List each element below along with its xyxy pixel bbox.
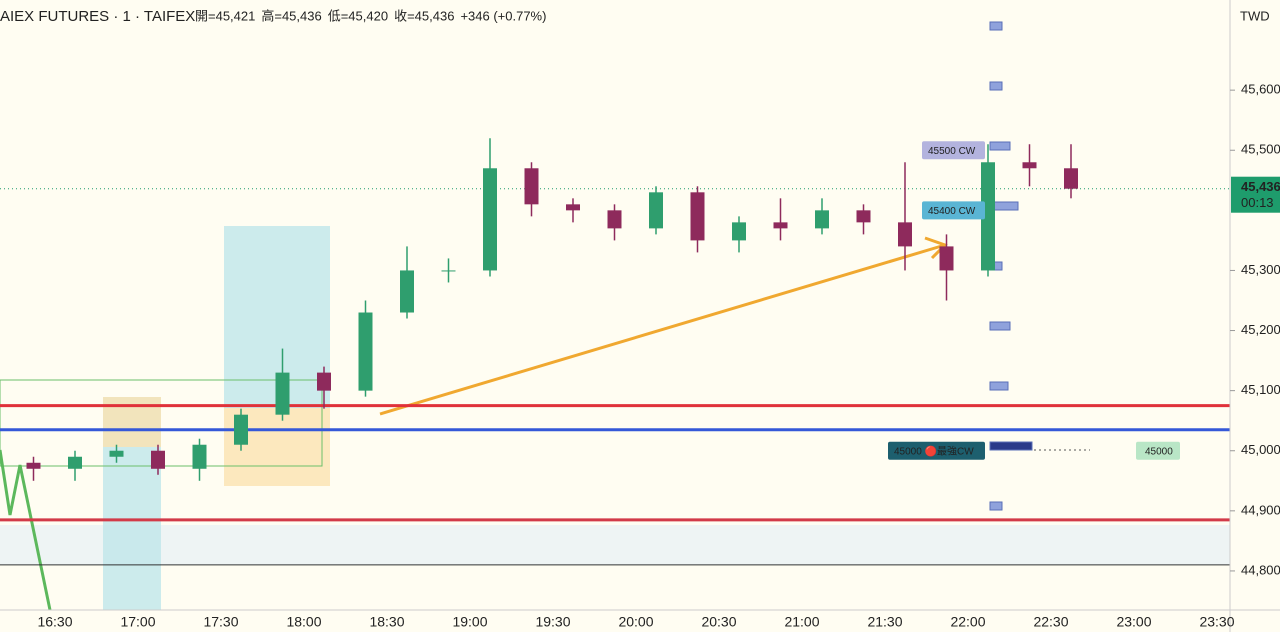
- y-tick-label: 44,800: [1241, 562, 1280, 577]
- x-tick-label: 17:00: [120, 614, 155, 630]
- currency: TWD: [1240, 8, 1270, 23]
- countdown: 00:13: [1241, 195, 1274, 210]
- x-tick-label: 23:30: [1199, 614, 1234, 630]
- x-tick-label: 22:00: [950, 614, 985, 630]
- candle-body: [68, 456, 82, 469]
- drawing: [0, 449, 52, 611]
- annotation-label: 45000 🔴最強CW: [894, 444, 974, 457]
- x-tick-label: 20:00: [618, 614, 653, 630]
- candle-body: [400, 270, 414, 313]
- x-tick-label: 22:30: [1033, 614, 1068, 630]
- x-tick-label: 23:00: [1116, 614, 1151, 630]
- candle-body: [898, 222, 912, 247]
- side-tag: [1136, 441, 1180, 460]
- candle-body: [317, 372, 331, 391]
- candle-body: [732, 222, 746, 241]
- y-tick-label: 45,000: [1241, 442, 1280, 457]
- x-tick-label: 18:30: [369, 614, 404, 630]
- last-price-label: 45,436: [1241, 179, 1280, 194]
- candle-body: [192, 444, 207, 469]
- candle-body: [690, 192, 705, 241]
- x-tick-label: 20:30: [701, 614, 736, 630]
- x-tick-label: 18:00: [286, 614, 321, 630]
- candle-body: [275, 372, 290, 415]
- annotation-tag: [922, 141, 985, 160]
- arrow-head: [924, 236, 948, 260]
- arrow: [379, 243, 946, 416]
- x-tick-label: 21:30: [867, 614, 902, 630]
- y-axis-panel: [1230, 0, 1280, 632]
- y-tick-label: 45,500: [1241, 142, 1280, 157]
- candle-body: [483, 168, 497, 271]
- candle-body: [1022, 162, 1037, 169]
- annotation-label: 45500 CW: [928, 146, 976, 157]
- header-stat: 開=45,421: [195, 8, 255, 23]
- candle-body: [607, 210, 622, 229]
- candle-body: [1064, 168, 1078, 189]
- candle-body: [939, 246, 954, 271]
- y-tick-label: 45,100: [1241, 382, 1280, 397]
- y-tick-label: 45,600: [1241, 82, 1280, 97]
- header-stat: 低=45,420: [328, 8, 388, 23]
- candle-body: [649, 192, 663, 229]
- chart-title: AIEX FUTURES · 1 · TAIFEX: [0, 8, 195, 25]
- markers: [989, 21, 1033, 511]
- candle-body: [234, 414, 248, 445]
- candle-body: [773, 222, 788, 229]
- candle-body: [815, 210, 829, 229]
- x-tick-label: 19:00: [452, 614, 487, 630]
- candle-body: [856, 210, 871, 223]
- candle-body: [981, 162, 995, 271]
- header-stat: +346 (+0.77%): [460, 8, 546, 23]
- y-tick-label: 45,300: [1241, 262, 1280, 277]
- volume-zone: [0, 525, 1230, 565]
- candle-body: [109, 450, 124, 457]
- x-tick-label: 21:00: [784, 614, 819, 630]
- candle-body: [26, 462, 41, 469]
- header: AIEX FUTURES · 1 · TAIFEX: [0, 8, 195, 25]
- last-price-tag: [1231, 176, 1280, 213]
- x-tick-label: 17:30: [203, 614, 238, 630]
- candle-body: [441, 270, 456, 272]
- side-tag-label: 45000: [1145, 446, 1173, 457]
- annotation-label: 45400 CW: [928, 206, 976, 217]
- y-tick-label: 45,200: [1241, 322, 1280, 337]
- candle-body: [358, 312, 373, 391]
- annotation-tag: [888, 441, 985, 460]
- x-tick-label: 19:30: [535, 614, 570, 630]
- header-stat: 收=45,436: [394, 8, 454, 23]
- y-tick-label: 44,900: [1241, 502, 1280, 517]
- candle-body: [524, 168, 539, 205]
- candle-body: [566, 204, 580, 211]
- header-stat: 高=45,436: [261, 8, 321, 23]
- annotation-tag: [922, 201, 985, 220]
- x-tick-label: 16:30: [37, 614, 72, 630]
- candle-body: [151, 450, 165, 469]
